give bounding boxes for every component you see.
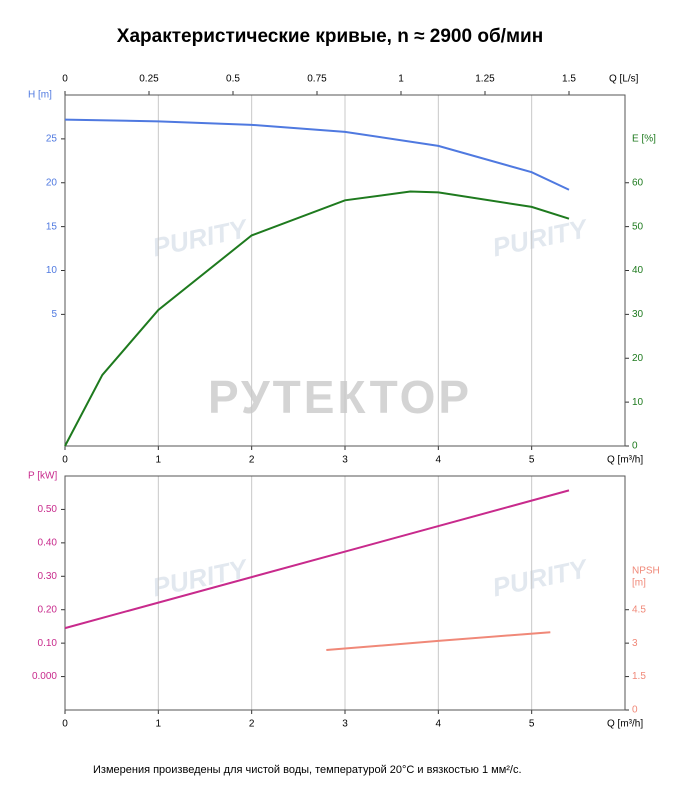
- y-tick-label: 0.20: [38, 604, 58, 615]
- y2-tick-label: 4.5: [632, 604, 646, 615]
- y-tick-label: 0.30: [38, 571, 58, 582]
- footnote: Измерения произведены для чистой воды, т…: [93, 764, 522, 776]
- x-tick-label: 0: [62, 455, 68, 466]
- x-tick-label: 2: [249, 455, 255, 466]
- x2-tick-label: 0.75: [307, 74, 327, 85]
- curve: [64, 190, 570, 447]
- y-tick-label: 0.10: [38, 638, 58, 649]
- x-tick-label: 4: [436, 455, 442, 466]
- y2-axis-label: E [%]: [632, 134, 656, 145]
- x-tick-label: 1: [156, 455, 162, 466]
- x2-tick-label: 1.5: [562, 74, 576, 85]
- x-tick-label: 1: [156, 719, 162, 730]
- y-tick-label: 20: [46, 177, 58, 188]
- watermark: РУТЕКТОР: [208, 371, 472, 423]
- x2-tick-label: 1.25: [475, 74, 495, 85]
- x-tick-label: 4: [436, 719, 442, 730]
- y2-tick-label: 0: [632, 441, 638, 452]
- x2-tick-label: 0.5: [226, 74, 240, 85]
- curve: [326, 631, 551, 652]
- x-tick-label: 3: [342, 719, 348, 730]
- x-tick-label: 5: [529, 719, 535, 730]
- y2-tick-label: 0: [632, 705, 638, 716]
- y2-tick-label: 50: [632, 221, 644, 232]
- y-tick-label: 0.000: [32, 671, 57, 682]
- y2-axis-label: [m]: [632, 578, 646, 589]
- y2-tick-label: 1.5: [632, 671, 646, 682]
- x2-tick-label: 1: [398, 74, 404, 85]
- plot-frame: [64, 475, 626, 711]
- y-axis-label: P [kW]: [28, 471, 57, 482]
- x-tick-label: 5: [529, 455, 535, 466]
- y2-tick-label: 40: [632, 265, 644, 276]
- y2-tick-label: 60: [632, 177, 644, 188]
- y-tick-label: 0.50: [38, 504, 58, 515]
- watermark-logo: PURITY: [150, 553, 252, 603]
- y-tick-label: 15: [46, 221, 58, 232]
- y-tick-label: 10: [46, 265, 58, 276]
- x-tick-label: 3: [342, 455, 348, 466]
- y2-tick-label: 30: [632, 309, 644, 320]
- curve: [64, 489, 570, 630]
- y-tick-label: 0.40: [38, 537, 58, 548]
- y-tick-label: 25: [46, 134, 58, 145]
- y2-tick-label: 10: [632, 397, 644, 408]
- y2-axis-label: NPSH: [632, 566, 660, 577]
- chart-title: Характеристические кривые, n ≈ 2900 об/м…: [117, 26, 543, 47]
- x2-tick-label: 0.25: [139, 74, 159, 85]
- y2-tick-label: 20: [632, 353, 644, 364]
- x-tick-label: 0: [62, 719, 68, 730]
- x-axis-label: Q [m³/h]: [607, 719, 643, 730]
- watermark-logo: PURITY: [490, 553, 592, 603]
- watermark-logo: PURITY: [150, 213, 252, 263]
- curve: [64, 118, 570, 191]
- x2-axis-label: Q [L/s]: [609, 74, 639, 85]
- x2-tick-label: 0: [62, 74, 68, 85]
- watermark-logo: PURITY: [490, 213, 592, 263]
- x-axis-label: Q [m³/h]: [607, 455, 643, 466]
- y-axis-label: H [m]: [28, 90, 52, 101]
- y-tick-label: 5: [51, 309, 57, 320]
- x-tick-label: 2: [249, 719, 255, 730]
- y2-tick-label: 3: [632, 638, 638, 649]
- plot-frame: [64, 94, 626, 447]
